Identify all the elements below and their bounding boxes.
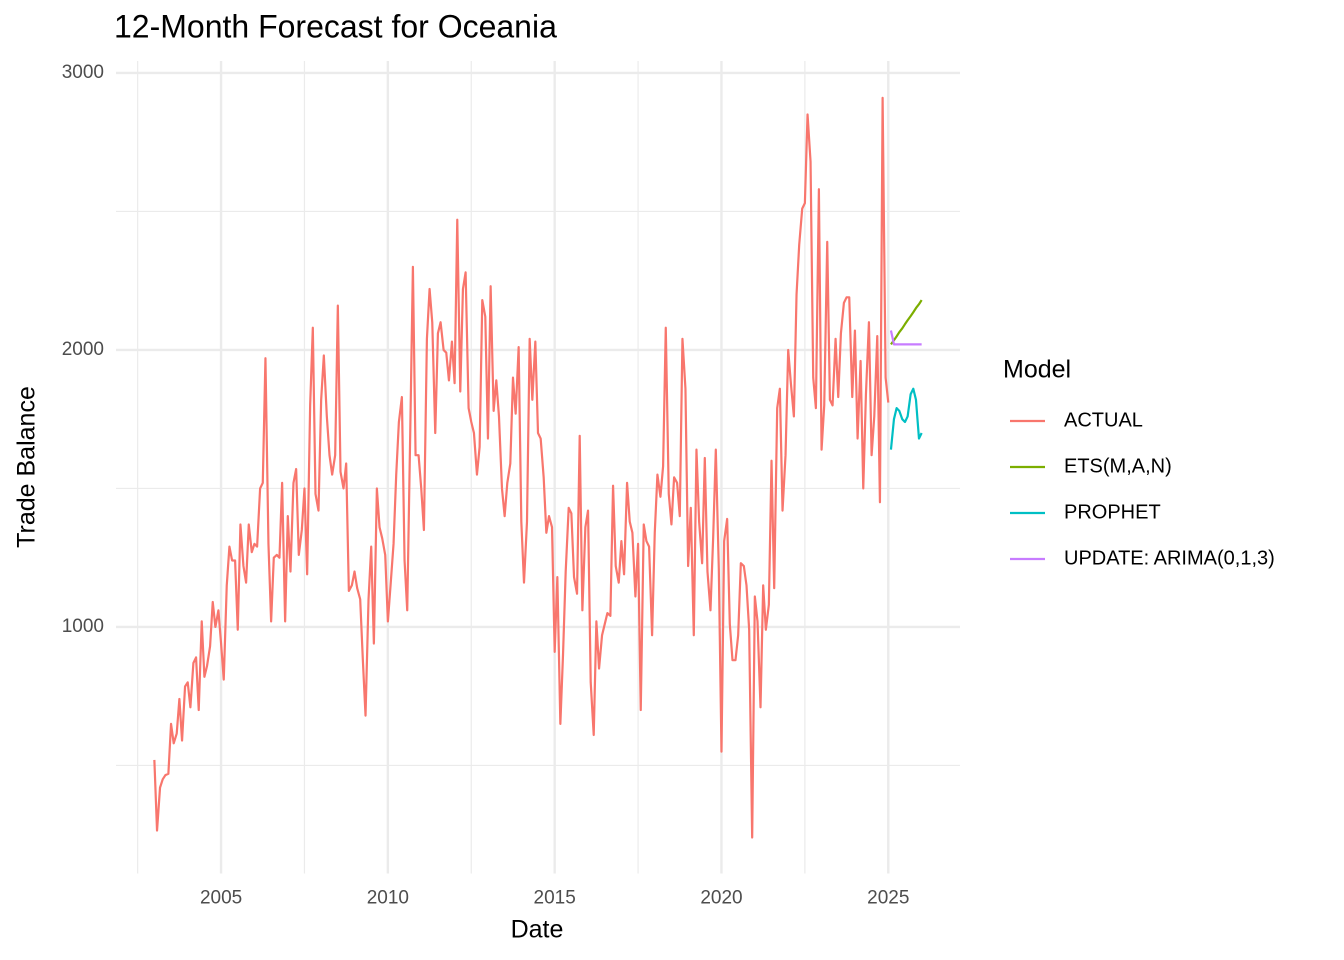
legend-label: UPDATE: ARIMA(0,1,3) <box>1064 547 1275 569</box>
series-line <box>889 330 922 346</box>
legend-title: Model <box>1003 356 1071 384</box>
y-tick-label: 2000 <box>62 339 104 360</box>
x-tick-label: 2020 <box>700 888 742 909</box>
legend-label: ACTUAL <box>1064 409 1143 431</box>
x-axis-title: Date <box>511 916 564 944</box>
series-line <box>889 387 923 450</box>
x-tick-label: 2025 <box>867 888 909 909</box>
grid <box>116 61 960 874</box>
x-tick-label: 2010 <box>367 888 409 909</box>
x-tick-label: 2005 <box>200 888 242 909</box>
chart-title: 12-Month Forecast for Oceania <box>114 8 557 44</box>
series-line <box>153 96 890 839</box>
legend-label: ETS(M,A,N) <box>1064 455 1172 477</box>
series-line <box>890 299 923 346</box>
y-tick-label: 1000 <box>62 616 104 637</box>
y-axis-title: Trade Balance <box>13 386 41 548</box>
y-tick-label: 3000 <box>62 62 104 83</box>
x-tick-label: 2015 <box>534 888 576 909</box>
legend-label: PROPHET <box>1064 501 1161 523</box>
